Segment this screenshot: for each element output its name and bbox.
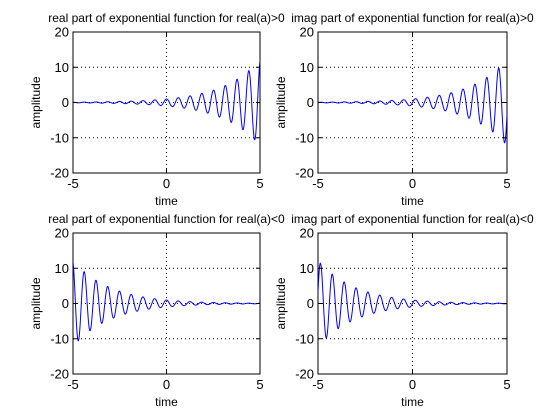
x-tick-label: -5 (312, 176, 324, 191)
x-tick-label: -5 (67, 377, 79, 392)
x-axis-label: time (401, 395, 424, 409)
y-tick-label: 0 (307, 296, 314, 311)
y-axis-label: amplitude (274, 277, 288, 329)
y-axis-label: amplitude (29, 76, 43, 128)
y-tick-label: -20 (50, 367, 69, 382)
x-tick-label: 5 (503, 377, 510, 392)
y-tick-label: 0 (62, 95, 69, 110)
x-tick-label: 5 (256, 176, 263, 191)
y-tick-label: 20 (300, 25, 314, 40)
chart-title: imag part of exponential function for re… (291, 212, 534, 226)
x-tick-label: -5 (67, 176, 79, 191)
x-tick-label: -5 (312, 377, 324, 392)
y-axis-label: amplitude (274, 76, 288, 128)
x-tick-label: 0 (409, 377, 416, 392)
y-tick-label: 10 (55, 261, 69, 276)
y-tick-label: 10 (300, 60, 314, 75)
x-tick-label: 5 (256, 377, 263, 392)
y-tick-label: -10 (50, 130, 69, 145)
chart-title: real part of exponential function for re… (48, 212, 285, 226)
y-tick-label: 20 (55, 25, 69, 40)
series-line-1 (318, 262, 507, 339)
y-tick-label: 20 (300, 226, 314, 241)
y-tick-label: 0 (62, 296, 69, 311)
x-tick-label: 5 (503, 176, 510, 191)
y-tick-label: -10 (50, 331, 69, 346)
chart-title: real part of exponential function for re… (48, 11, 285, 25)
x-axis-label: time (155, 194, 178, 208)
series-line-1 (73, 261, 260, 342)
x-tick-label: 0 (163, 377, 170, 392)
y-tick-label: -20 (295, 166, 314, 181)
y-tick-label: 0 (307, 95, 314, 110)
y-tick-label: 10 (55, 60, 69, 75)
x-tick-label: 0 (409, 176, 416, 191)
y-tick-label: -10 (295, 331, 314, 346)
chart-title: imag part of exponential function for re… (291, 11, 534, 25)
series-line-1 (73, 60, 260, 141)
y-tick-label: 20 (55, 226, 69, 241)
x-axis-label: time (155, 395, 178, 409)
series-line-1 (318, 67, 507, 144)
x-tick-label: 0 (163, 176, 170, 191)
x-axis-label: time (401, 194, 424, 208)
y-tick-label: -10 (295, 130, 314, 145)
y-axis-label: amplitude (29, 277, 43, 329)
y-tick-label: 10 (300, 261, 314, 276)
y-tick-label: -20 (50, 166, 69, 181)
y-tick-label: -20 (295, 367, 314, 382)
